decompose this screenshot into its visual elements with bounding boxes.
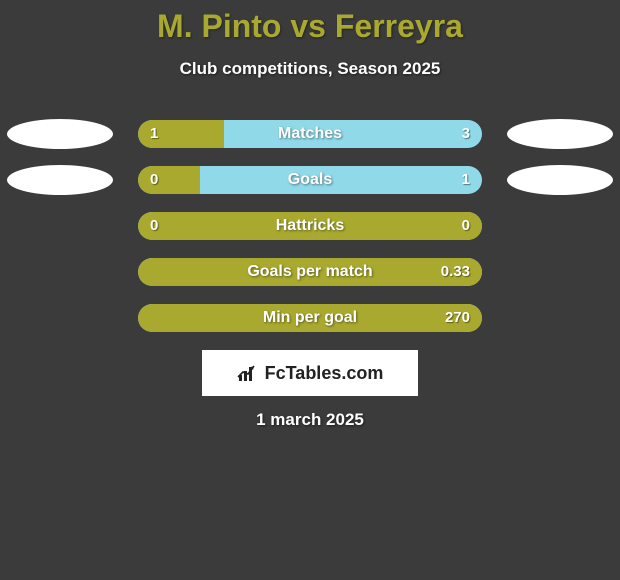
- stat-label: Goals: [138, 166, 482, 194]
- date-text: 1 march 2025: [0, 410, 620, 430]
- chart-icon: [237, 363, 259, 383]
- stat-track: 270Min per goal: [138, 304, 482, 332]
- stat-track: 01Goals: [138, 166, 482, 194]
- brand-text: FcTables.com: [265, 363, 384, 384]
- stat-label: Hattricks: [138, 212, 482, 240]
- stat-track: 13Matches: [138, 120, 482, 148]
- comparison-subtitle: Club competitions, Season 2025: [0, 59, 620, 79]
- stat-row: 0.33Goals per match: [0, 258, 620, 286]
- stat-track: 0.33Goals per match: [138, 258, 482, 286]
- player2-halo: [507, 119, 613, 149]
- stat-label: Goals per match: [138, 258, 482, 286]
- stat-track: 00Hattricks: [138, 212, 482, 240]
- stat-rows: 13Matches 01Goals 00Hattricks 0.33Goals per…: [0, 120, 620, 350]
- stat-row: 270Min per goal: [0, 304, 620, 332]
- stat-row: 01Goals: [0, 166, 620, 194]
- brand-box: FcTables.com: [202, 350, 418, 396]
- stat-row: 13Matches: [0, 120, 620, 148]
- stat-label: Matches: [138, 120, 482, 148]
- player2-halo: [507, 165, 613, 195]
- stat-label: Min per goal: [138, 304, 482, 332]
- player1-halo: [7, 119, 113, 149]
- stat-row: 00Hattricks: [0, 212, 620, 240]
- comparison-title: M. Pinto vs Ferreyra: [0, 0, 620, 45]
- player1-halo: [7, 165, 113, 195]
